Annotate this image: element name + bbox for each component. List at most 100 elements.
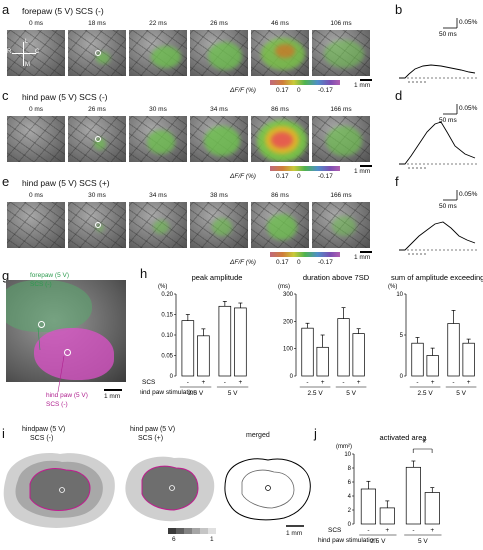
colorbar-label: ΔF/F (%)	[230, 87, 256, 94]
imaging-frame	[6, 201, 66, 249]
activation-blob	[324, 40, 364, 68]
panel-j-chart: 0 2 4 6 8 10 (mm²) activated area - + - +2.5 V 5 V * S…	[318, 433, 442, 545]
imaging-frame	[250, 29, 310, 77]
scs-sign: -	[187, 379, 189, 386]
scs-sign: -	[342, 379, 344, 386]
scale-bar-g	[104, 389, 122, 391]
map-merged	[224, 458, 311, 521]
colorbar-tick: 0	[297, 259, 301, 266]
dff-trace: 0.05%50 ms	[399, 18, 478, 83]
time-label: 34 ms	[149, 192, 167, 199]
stim-marker	[95, 136, 101, 142]
colorbar-label: ΔF/F (%)	[230, 173, 256, 180]
panel-g-image	[6, 280, 126, 382]
colorbar-tick: 0	[297, 173, 301, 180]
y-tick-label: 0	[170, 374, 174, 380]
bar	[426, 355, 439, 377]
time-label: 0 ms	[28, 20, 44, 27]
scs-sign: +	[431, 379, 435, 386]
scs-row-label: SCS	[328, 527, 342, 534]
trace-line	[399, 64, 476, 79]
imaging-frame	[250, 115, 310, 163]
bar	[447, 323, 460, 377]
time-label: 166 ms	[330, 106, 352, 113]
y-tick-label: 200	[283, 319, 294, 325]
activation-blob	[275, 44, 295, 58]
imaging-frame	[128, 115, 188, 163]
panel-letter-e: e	[2, 174, 10, 189]
voltage-label: 5 V	[418, 538, 428, 545]
time-label: 106 ms	[330, 20, 352, 27]
legend-tick-1: 1	[210, 536, 214, 543]
colorbar-label: ΔF/F (%)	[230, 259, 256, 266]
forepaw-label-2: SCS (-)	[30, 281, 52, 288]
compass-L: L	[25, 39, 29, 45]
scs-sign: +	[467, 379, 471, 386]
time-label: 86 ms	[271, 106, 289, 113]
compass-C: C	[35, 49, 40, 55]
scale-label: 1 mm	[354, 82, 371, 89]
panel-i-title-2a: hind paw (5 V)	[130, 426, 176, 433]
y-tick-label: 5	[400, 333, 404, 339]
activation-blob	[208, 42, 242, 70]
imaging-frame	[67, 115, 127, 163]
bar	[234, 307, 247, 377]
activation-blob	[153, 220, 169, 234]
time-label: 26 ms	[88, 106, 106, 113]
bar	[411, 342, 424, 377]
imaging-frame	[189, 201, 249, 249]
stim-row-label: hind paw stimulation	[140, 389, 197, 396]
forepaw-leader-line	[37, 327, 41, 351]
bar	[462, 342, 475, 377]
activation-blob	[267, 214, 297, 240]
y-tick-label: 0.20	[161, 292, 173, 298]
scs-sign: -	[452, 379, 454, 386]
scs-sign: +	[385, 527, 389, 534]
scs-sign: +	[201, 379, 205, 386]
row-title: hind paw (5 V) SCS (-)	[22, 92, 108, 102]
panel-letter-h: h	[140, 266, 148, 281]
voltage-label: 5 V	[228, 390, 238, 397]
scale-label: 1 mm	[354, 168, 371, 175]
activation-blob	[204, 126, 240, 156]
voltage-label: 5 V	[346, 390, 356, 397]
amp-scale-label: 0.05%	[459, 191, 478, 198]
imaging-frame	[311, 29, 371, 77]
activation-blob	[332, 216, 356, 236]
overlap-legend	[168, 528, 216, 534]
y-unit-label: (%)	[158, 284, 167, 290]
hindpaw-center-marker	[64, 349, 71, 356]
imaging-frame	[128, 29, 188, 77]
scs-sign: -	[412, 527, 414, 534]
panel-i-title-2b: SCS (+)	[138, 435, 164, 442]
stim-marker	[95, 222, 101, 228]
trace-line	[399, 221, 476, 251]
y-tick-label: 0	[290, 374, 294, 380]
y-unit-label: (mm²)	[336, 444, 352, 450]
panel-letter-j: j	[314, 426, 317, 441]
activation-blob	[147, 130, 175, 154]
panel-letter-d: d	[395, 88, 403, 103]
significance-star: *	[422, 438, 426, 449]
bar	[316, 346, 329, 377]
map-scs-plus	[125, 456, 215, 522]
forepaw-center-marker	[38, 321, 45, 328]
scale-bar	[360, 251, 372, 253]
imaging-frame	[311, 201, 371, 249]
voltage-label: 5 V	[456, 390, 466, 397]
stim-marker	[95, 50, 101, 56]
time-label: 0 ms	[28, 106, 44, 113]
y-unit-label: (ms)	[278, 284, 290, 290]
colorbar-tick: 0.17	[276, 173, 289, 180]
activation-blob	[326, 126, 362, 156]
imaging-frame	[189, 115, 249, 163]
y-tick-label: 4	[348, 494, 352, 500]
bar	[181, 320, 195, 377]
chart-title: peak amplitude	[192, 273, 243, 282]
imaging-frame	[67, 201, 127, 249]
colorbar	[270, 166, 340, 171]
forepaw-area	[6, 280, 92, 332]
imaging-frame	[6, 115, 66, 163]
colorbar-tick: -0.17	[318, 87, 333, 94]
panel-letter-c: c	[2, 88, 9, 103]
